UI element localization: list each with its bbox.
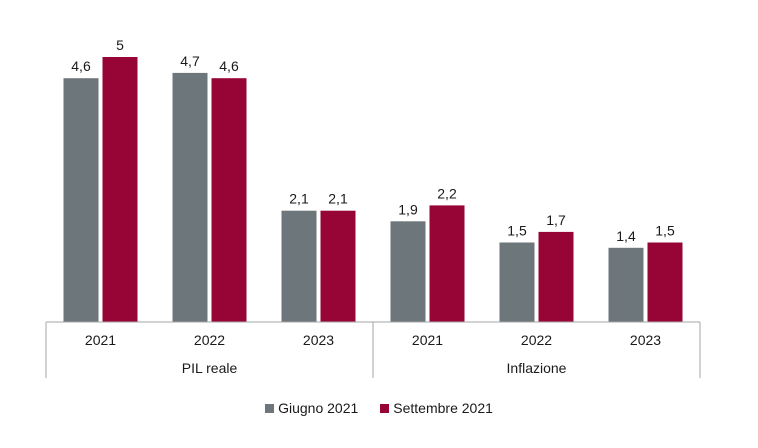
data-label-s0-c5: 1,4 [616,228,636,244]
bar-s1-c4 [538,231,574,322]
legend-item-settembre: Settembre 2021 [380,400,493,416]
bar-s1-c0 [102,57,138,322]
x-tick-label-1: 2022 [194,332,225,348]
bar-s1-c3 [429,205,465,322]
data-label-s1-c3: 2,2 [437,185,457,201]
bar-s0-c3 [390,221,426,322]
data-label-s1-c4: 1,7 [546,212,566,228]
bar-s0-c2 [281,210,317,322]
data-label-s0-c2: 2,1 [289,191,309,207]
data-label-s1-c5: 1,5 [655,223,675,239]
legend-swatch-giugno [265,403,275,413]
legend-item-giugno: Giugno 2021 [265,400,358,416]
x-tick-label-2: 2023 [303,332,334,348]
x-tick-label-3: 2021 [412,332,443,348]
data-label-s0-c3: 1,9 [398,201,418,217]
legend-swatch-settembre [380,403,390,413]
legend-label-settembre: Settembre 2021 [393,400,493,416]
bar-s0-c4 [499,242,535,322]
bar-s1-c1 [211,78,247,322]
x-tick-label-0: 2021 [85,332,116,348]
x-tick-label-4: 2022 [521,332,552,348]
legend: Giugno 2021 Settembre 2021 [0,400,758,416]
group-label-1: Inflazione [507,360,567,376]
bar-s0-c1 [172,72,208,323]
x-tick-label-5: 2023 [630,332,661,348]
data-label-s1-c0: 5 [116,37,124,53]
bar-s1-c2 [320,210,356,322]
data-label-s1-c2: 2,1 [328,191,348,207]
group-label-0: PIL reale [182,360,238,376]
data-label-s1-c1: 4,6 [219,58,239,74]
data-label-s0-c0: 4,6 [71,58,91,74]
bar-s0-c5 [608,247,644,322]
data-label-s0-c4: 1,5 [507,223,527,239]
bar-s0-c0 [63,78,99,322]
legend-label-giugno: Giugno 2021 [278,400,359,416]
bar-s1-c5 [647,242,683,322]
data-label-s0-c1: 4,7 [180,53,200,69]
